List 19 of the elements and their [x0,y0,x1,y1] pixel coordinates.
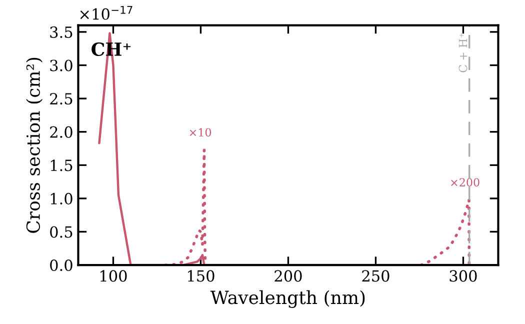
y-tick-label: 2.0 [50,126,72,138]
ref-line-label: C + H⁺ [458,33,468,72]
y-axis-title: Cross section (cm²) [26,58,43,233]
y-tick-label: 1.0 [50,192,72,204]
x-axis-title: Wavelength (nm) [210,290,365,308]
y-tick-label: 0.5 [50,226,72,238]
y-tick-label: 3.0 [50,60,72,72]
x-tick-label: 150 [188,270,214,282]
x-tick-label: 200 [274,270,302,282]
x-tick-label: 100 [100,270,127,282]
x-tick-label: 300 [450,270,477,282]
y-tick-label: 1.5 [50,160,72,172]
y-tick-label: 3.5 [50,26,72,38]
x-tick-label: 250 [362,270,390,282]
annotation: ×200 [451,178,480,186]
y-tick-label: 2.5 [50,92,72,105]
annotation: ×10 [190,128,212,137]
text: ×10$^{−17}$ [80,6,132,20]
y-tick-label: 0.0 [50,259,72,272]
